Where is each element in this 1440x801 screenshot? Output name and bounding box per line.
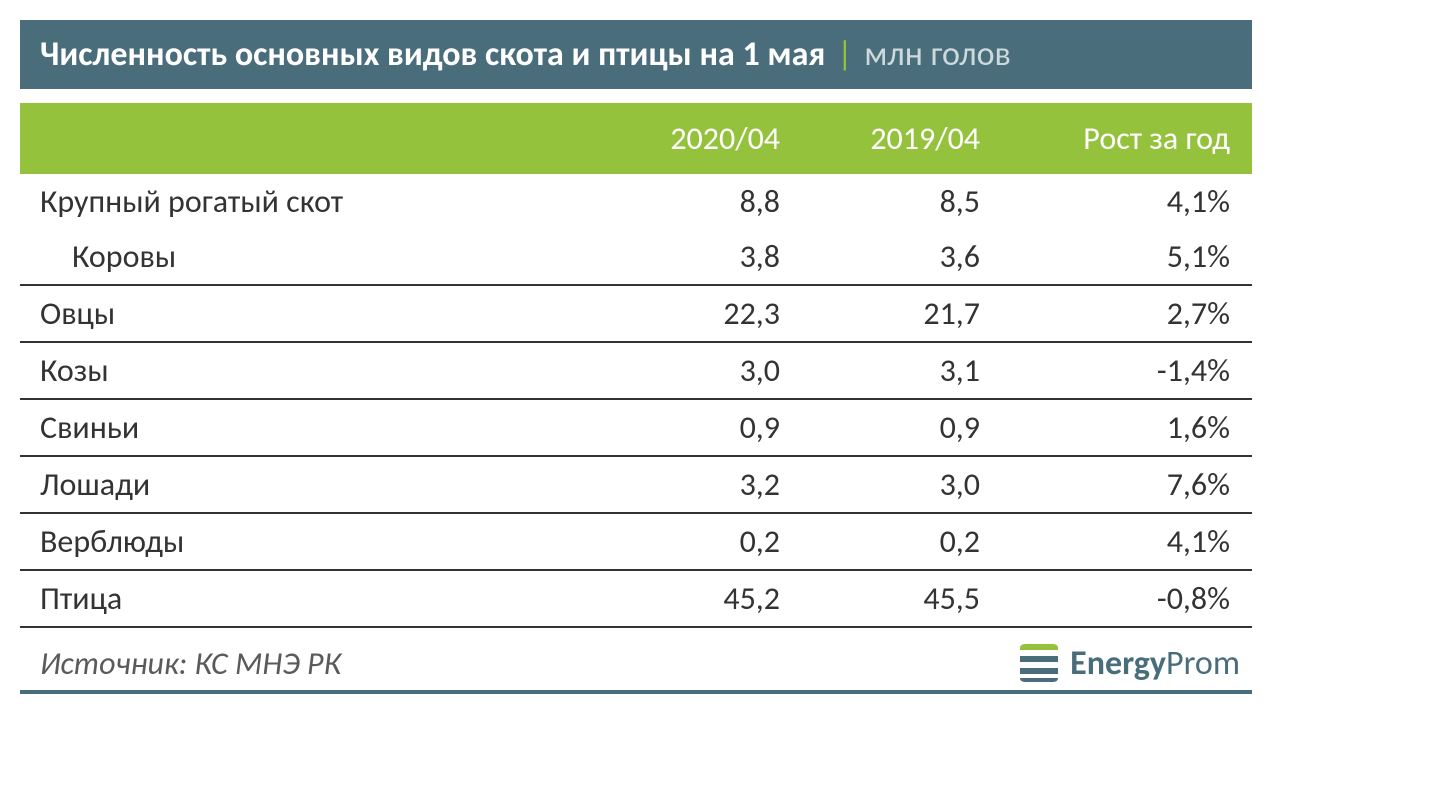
table-row: Лошади3,23,07,6%: [20, 457, 1252, 514]
row-label: Верблюды: [20, 514, 602, 569]
logo-text: EnergyProm: [1070, 643, 1240, 684]
row-label: Овцы: [20, 286, 602, 341]
logo: EnergyProm: [1018, 642, 1252, 684]
title-subtitle: млн голов: [864, 34, 1010, 75]
row-col-c: 1,6%: [1002, 400, 1252, 455]
table-row: Крупный рогатый скот8,88,54,1%: [20, 174, 1252, 229]
row-col-b: 0,2: [802, 514, 1002, 569]
row-col-a: 3,2: [602, 457, 802, 512]
row-col-a: 45,2: [602, 571, 802, 626]
source-text: Источник: КС МНЭ РК: [20, 644, 341, 683]
row-col-c: 4,1%: [1002, 514, 1252, 569]
footer: Источник: КС МНЭ РК EnergyProm: [20, 642, 1252, 694]
row-label: Лошади: [20, 457, 602, 512]
title-separator: |: [837, 34, 853, 75]
title-bar: Численность основных видов скота и птицы…: [20, 20, 1252, 89]
table-header-row: 2020/04 2019/04 Рост за год: [20, 103, 1252, 174]
table-container: Численность основных видов скота и птицы…: [20, 20, 1252, 694]
row-label: Птица: [20, 571, 602, 626]
row-col-a: 3,8: [602, 229, 802, 284]
logo-text-light: Prom: [1166, 643, 1240, 684]
row-col-c: 5,1%: [1002, 229, 1252, 284]
table-row: Козы3,03,1-1,4%: [20, 343, 1252, 400]
row-col-b: 8,5: [802, 174, 1002, 229]
row-col-a: 8,8: [602, 174, 802, 229]
row-col-b: 21,7: [802, 286, 1002, 341]
table-row: Свиньи0,90,91,6%: [20, 400, 1252, 457]
table-row: Овцы22,321,72,7%: [20, 286, 1252, 343]
header-col-c: Рост за год: [1002, 103, 1252, 174]
row-label: Крупный рогатый скот: [20, 174, 602, 229]
row-col-a: 0,2: [602, 514, 802, 569]
table-body: Крупный рогатый скот8,88,54,1%Коровы3,83…: [20, 174, 1252, 628]
row-col-b: 45,5: [802, 571, 1002, 626]
title-main: Численность основных видов скота и птицы…: [40, 34, 825, 75]
table-row: Коровы3,83,65,1%: [20, 229, 1252, 286]
row-col-c: 7,6%: [1002, 457, 1252, 512]
row-col-b: 3,6: [802, 229, 1002, 284]
header-col-label: [20, 103, 602, 174]
row-col-c: 4,1%: [1002, 174, 1252, 229]
logo-text-bold: Energy: [1070, 643, 1166, 684]
header-col-a: 2020/04: [602, 103, 802, 174]
header-col-b: 2019/04: [802, 103, 1002, 174]
table-row: Птица45,245,5-0,8%: [20, 571, 1252, 628]
row-col-a: 0,9: [602, 400, 802, 455]
row-col-a: 22,3: [602, 286, 802, 341]
logo-mark-icon: [1018, 642, 1060, 684]
table-row: Верблюды0,20,24,1%: [20, 514, 1252, 571]
row-col-c: -0,8%: [1002, 571, 1252, 626]
row-col-b: 3,0: [802, 457, 1002, 512]
row-col-a: 3,0: [602, 343, 802, 398]
row-col-b: 3,1: [802, 343, 1002, 398]
row-col-b: 0,9: [802, 400, 1002, 455]
row-label: Коровы: [20, 229, 602, 284]
row-label: Свиньи: [20, 400, 602, 455]
row-col-c: -1,4%: [1002, 343, 1252, 398]
row-label: Козы: [20, 343, 602, 398]
row-col-c: 2,7%: [1002, 286, 1252, 341]
